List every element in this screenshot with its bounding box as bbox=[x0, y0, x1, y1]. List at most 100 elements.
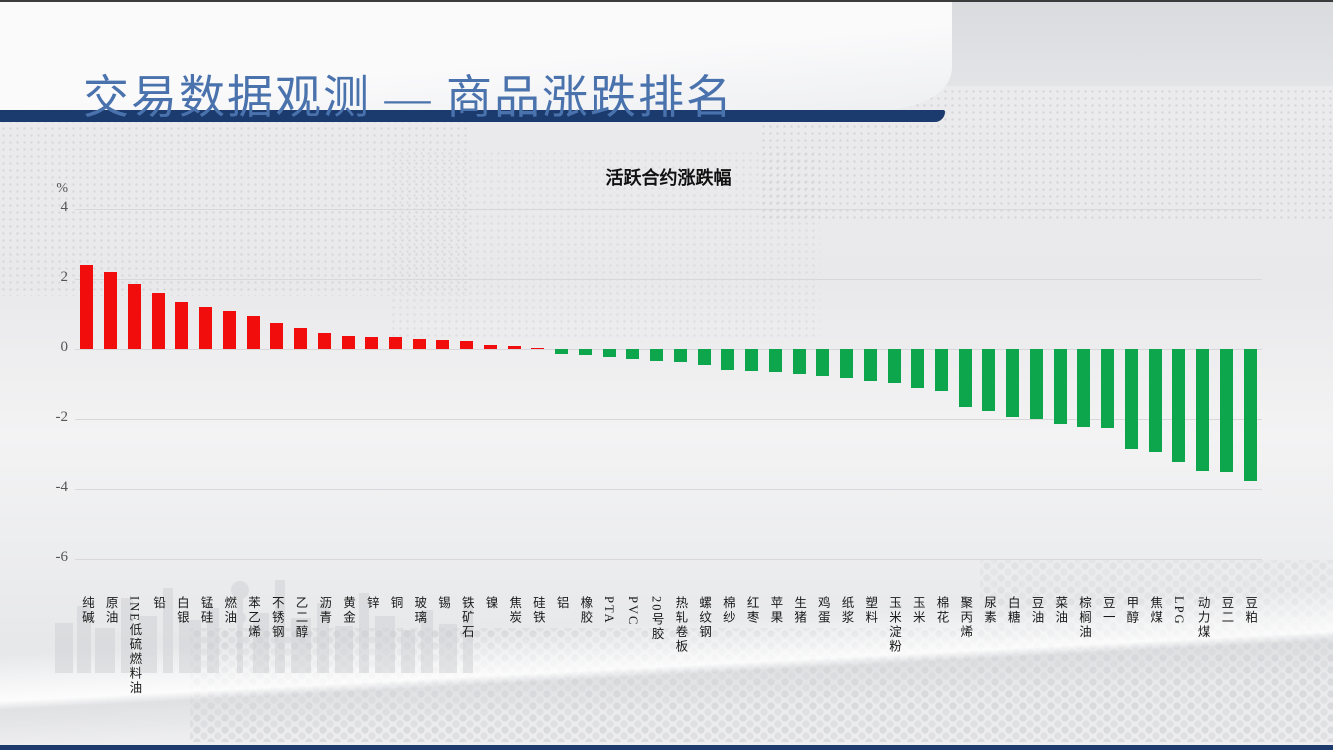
bar-positive bbox=[531, 347, 545, 349]
x-axis-label: 鸡蛋 bbox=[815, 596, 830, 625]
bar-positive bbox=[80, 265, 94, 349]
bar-negative bbox=[1196, 349, 1210, 471]
x-axis-label: 豆二 bbox=[1219, 596, 1234, 625]
x-axis-label: 铁矿石 bbox=[459, 596, 474, 640]
x-axis-label: 棉纱 bbox=[720, 596, 735, 625]
bar-positive bbox=[294, 328, 308, 349]
gridline bbox=[75, 279, 1262, 280]
bar-positive bbox=[365, 336, 379, 349]
x-axis-label: 豆粕 bbox=[1243, 596, 1258, 625]
bar-positive bbox=[341, 335, 355, 349]
bar-negative bbox=[958, 349, 972, 407]
bar-negative bbox=[650, 349, 664, 361]
x-axis-label: 豆一 bbox=[1100, 596, 1115, 625]
bar-negative bbox=[1053, 349, 1067, 424]
x-axis-label: 玉米淀粉 bbox=[887, 596, 902, 654]
bar-negative bbox=[1124, 349, 1138, 450]
bar-negative bbox=[673, 349, 687, 363]
bar-negative bbox=[863, 349, 877, 382]
x-axis-label: 镍 bbox=[483, 596, 498, 611]
y-axis-tick-label: 2 bbox=[60, 269, 69, 285]
bar-positive bbox=[483, 344, 497, 349]
bar-negative bbox=[887, 349, 901, 384]
slide-top-edge bbox=[0, 0, 1333, 2]
bar-positive bbox=[412, 338, 426, 349]
title-underline-bar bbox=[0, 110, 945, 122]
bar-negative bbox=[1077, 349, 1091, 427]
x-axis-label: 生猪 bbox=[792, 596, 807, 625]
x-axis-label: 甲醇 bbox=[1124, 596, 1139, 625]
plot-area bbox=[75, 209, 1262, 560]
x-axis-label: 棕榈油 bbox=[1076, 596, 1091, 640]
gridline bbox=[75, 559, 1262, 560]
bar-negative bbox=[840, 349, 854, 379]
x-axis-label: 沥青 bbox=[317, 596, 332, 625]
gridline bbox=[75, 419, 1262, 420]
y-axis-tick-label: 4 bbox=[60, 199, 69, 215]
x-axis-label: 硅铁 bbox=[530, 596, 545, 625]
bar-negative bbox=[768, 349, 782, 373]
x-axis-label: 白糖 bbox=[1005, 596, 1020, 625]
x-axis-label: 燃油 bbox=[222, 596, 237, 625]
world-map-dots-center bbox=[390, 150, 820, 340]
x-axis-label: 红枣 bbox=[744, 596, 759, 625]
x-axis-label: 玻璃 bbox=[412, 596, 427, 625]
bar-positive bbox=[222, 310, 236, 349]
x-axis-label: 棉花 bbox=[934, 596, 949, 625]
x-axis-label: LPG bbox=[1171, 596, 1186, 626]
x-axis-label: 白银 bbox=[174, 596, 189, 625]
y-axis-tick-label: -4 bbox=[55, 479, 69, 495]
bar-negative bbox=[982, 349, 996, 411]
bar-positive bbox=[388, 337, 402, 349]
x-axis-label: 焦炭 bbox=[507, 596, 522, 625]
x-axis-label: 纸浆 bbox=[839, 596, 854, 625]
bar-positive bbox=[270, 322, 284, 349]
x-axis-label: 菜油 bbox=[1053, 596, 1068, 625]
x-axis-label: 铜 bbox=[388, 596, 403, 611]
x-axis-label: 纯碱 bbox=[79, 596, 94, 625]
x-axis-label: 尿素 bbox=[981, 596, 996, 625]
bar-negative bbox=[1172, 349, 1186, 462]
bar-negative bbox=[1243, 349, 1257, 481]
x-axis-label: INE低硫燃料油 bbox=[127, 596, 142, 696]
x-axis-label: 黄金 bbox=[341, 596, 355, 625]
bar-negative bbox=[1101, 349, 1115, 428]
bar-negative bbox=[745, 349, 759, 372]
bar-positive bbox=[317, 333, 331, 349]
x-axis-label: 焦煤 bbox=[1148, 596, 1163, 625]
bar-positive bbox=[246, 315, 260, 349]
x-axis-label: 苯乙烯 bbox=[246, 596, 261, 640]
x-axis-label: 热轧卷板 bbox=[673, 596, 688, 654]
bar-positive bbox=[507, 346, 521, 349]
y-axis-tick-label: -6 bbox=[55, 549, 69, 565]
bar-negative bbox=[935, 349, 948, 391]
x-axis-label: 20号胶 bbox=[649, 596, 664, 642]
city-skyline-watermark bbox=[55, 580, 473, 673]
bar-positive bbox=[127, 284, 141, 349]
x-axis-label: 锡 bbox=[435, 596, 450, 611]
bar-negative bbox=[911, 349, 925, 388]
slide-bottom-bar bbox=[0, 745, 1333, 750]
x-axis-label: 橡胶 bbox=[578, 596, 593, 625]
bar-negative bbox=[1006, 349, 1020, 418]
x-axis-label: 玉米 bbox=[910, 596, 925, 625]
bar-negative bbox=[792, 349, 806, 374]
x-axis-label: 锌 bbox=[364, 596, 379, 611]
x-axis-label: 乙二醇 bbox=[293, 596, 308, 640]
x-axis-label: 动力煤 bbox=[1195, 596, 1210, 640]
x-axis-label: 塑料 bbox=[863, 596, 878, 625]
x-axis-label: PTA bbox=[602, 596, 617, 625]
bar-positive bbox=[199, 307, 213, 349]
chart-title: 活跃合约涨跌幅 bbox=[605, 168, 732, 188]
y-axis-tick-label: 0 bbox=[60, 339, 69, 355]
bar-negative bbox=[555, 349, 569, 354]
x-axis-labels: 纯碱 原油 INE低硫燃料油铅白银 锰硅 燃油 苯乙烯 不锈钢 乙二醇 沥青 黄金锌铜玻璃锡铁矿石… bbox=[75, 596, 1262, 736]
x-axis-label: 聚丙烯 bbox=[958, 596, 973, 640]
bar-negative bbox=[721, 349, 735, 370]
bar-positive bbox=[175, 301, 189, 349]
bar-negative bbox=[1148, 349, 1162, 453]
bar-negative bbox=[626, 349, 640, 360]
bar-negative bbox=[697, 349, 711, 365]
slide-title: 交易数据观测 — 商品涨跌排名 bbox=[83, 71, 734, 123]
